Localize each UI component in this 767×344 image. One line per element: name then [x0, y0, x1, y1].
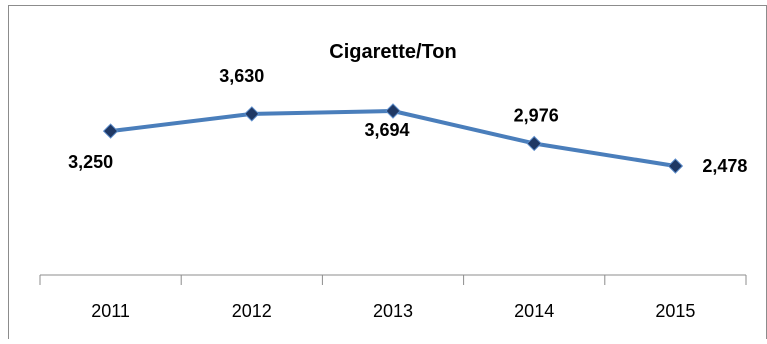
data-point-marker: [244, 106, 260, 122]
x-axis: 2011 2012 2013 2014 2015: [39, 274, 747, 321]
x-tick-label: 2011: [91, 301, 130, 321]
x-tick-label: 2014: [514, 301, 554, 321]
x-tick-label: 2012: [232, 301, 272, 321]
data-label: 2,976: [514, 105, 559, 125]
series-layer: [102, 103, 684, 174]
data-point-marker: [526, 135, 542, 152]
data-point-marker: [102, 123, 119, 139]
data-label: 2,478: [702, 156, 747, 176]
data-label: 3,630: [219, 66, 264, 86]
data-point-marker: [667, 158, 684, 174]
chart-title: Cigarette/Ton: [329, 41, 456, 63]
chart-border: [8, 5, 767, 344]
data-label: 3,250: [68, 152, 113, 172]
x-tick-label: 2013: [373, 301, 413, 321]
x-tick-label: 2015: [655, 301, 695, 321]
data-point-marker: [385, 103, 401, 119]
data-labels: 3,250 3,630 3,694 2,976 2,478: [68, 66, 747, 176]
data-label: 3,694: [364, 120, 409, 140]
